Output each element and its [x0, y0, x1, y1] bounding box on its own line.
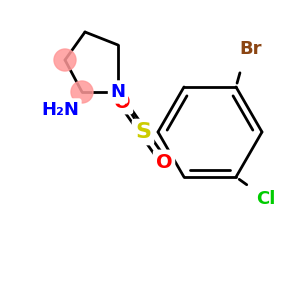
Text: N: N: [110, 83, 125, 101]
Circle shape: [54, 49, 76, 71]
Text: Br: Br: [240, 40, 262, 58]
Text: O: O: [156, 152, 172, 172]
Text: Cl: Cl: [256, 190, 276, 208]
Circle shape: [71, 81, 93, 103]
Text: S: S: [135, 122, 151, 142]
Text: O: O: [114, 92, 130, 112]
Text: H₂N: H₂N: [41, 101, 79, 119]
